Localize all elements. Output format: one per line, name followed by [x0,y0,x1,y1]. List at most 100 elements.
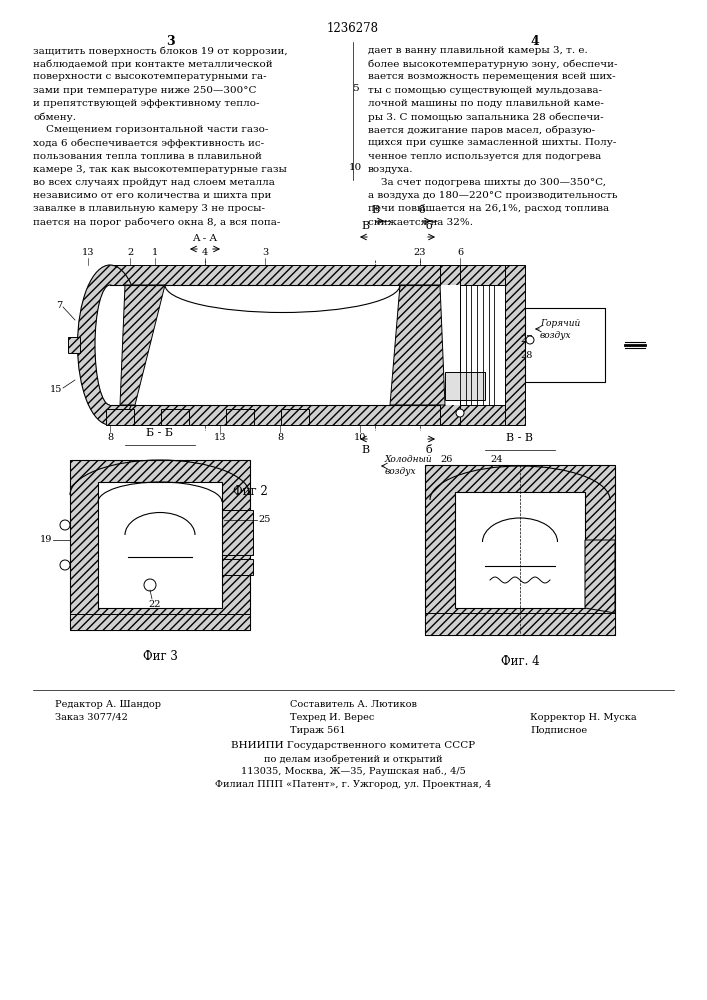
Circle shape [60,520,70,530]
Bar [68,337,80,353]
Bar [525,308,605,382]
Text: вается возможность перемещения всей ших-: вается возможность перемещения всей ших- [368,72,616,81]
Bar [440,405,505,425]
Text: Фиг. 4: Фиг. 4 [501,655,539,668]
Text: Б - Б: Б - Б [146,428,173,438]
Bar [585,308,605,382]
Bar [110,405,460,425]
Text: Горячий: Горячий [540,318,580,328]
Text: ченное тепло используется для подогрева: ченное тепло используется для подогрева [368,152,601,161]
Text: Заказ 3077/42: Заказ 3077/42 [55,713,128,722]
Text: 25: 25 [258,516,270,524]
Bar [440,265,460,425]
Text: пользования тепла топлива в плавильной: пользования тепла топлива в плавильной [33,152,262,161]
Text: 6: 6 [457,248,463,257]
Text: более высокотемпературную зону, обеспечи-: более высокотемпературную зону, обеспечи… [368,59,617,69]
Text: снижается на 32%.: снижается на 32%. [368,218,473,227]
Text: и препятствующей эффективному тепло-: и препятствующей эффективному тепло- [33,99,259,108]
Text: по делам изобретений и открытий: по делам изобретений и открытий [264,754,443,764]
Bar [425,613,615,635]
Polygon shape [390,285,445,405]
Ellipse shape [78,265,143,425]
Text: 10: 10 [354,433,366,442]
Bar [440,265,505,285]
Text: 3: 3 [165,35,175,48]
Bar [98,482,222,608]
Bar [106,409,134,425]
Text: 8: 8 [107,433,113,442]
Text: пается на порог рабочего окна 8, а вся попа-: пается на порог рабочего окна 8, а вся п… [33,218,281,227]
Text: б: б [425,221,432,231]
Text: 28: 28 [520,351,532,360]
Text: Филиал ППП «Патент», г. Ужгород, ул. Проектная, 4: Филиал ППП «Патент», г. Ужгород, ул. Про… [215,780,491,789]
Text: 2: 2 [127,248,133,257]
Circle shape [60,560,70,570]
Text: печи повышается на 26,1%, расход топлива: печи повышается на 26,1%, расход топлива [368,204,609,213]
Circle shape [526,336,534,344]
Bar [226,409,254,425]
Text: наблюдаемой при контакте металлической: наблюдаемой при контакте металлической [33,59,273,69]
Bar [70,614,250,630]
Text: 15: 15 [49,385,62,394]
Text: В: В [371,205,379,215]
Text: поверхности с высокотемпературными га-: поверхности с высокотемпературными га- [33,72,267,81]
Text: лочной машины по поду плавильной каме-: лочной машины по поду плавильной каме- [368,99,604,108]
Text: ры 3. С помощью запальника 28 обеспечи-: ры 3. С помощью запальника 28 обеспечи- [368,112,604,121]
Text: 23: 23 [414,248,426,257]
Text: б: б [425,445,432,455]
Text: 8: 8 [277,433,283,442]
Circle shape [456,409,464,417]
Text: 24: 24 [490,456,503,464]
Text: 1236278: 1236278 [327,22,379,35]
Polygon shape [120,285,165,405]
Text: 13: 13 [82,248,94,257]
Bar [222,510,253,555]
Text: ВНИИПИ Государственного комитета СССР: ВНИИПИ Государственного комитета СССР [231,741,475,750]
Text: Фиг 3: Фиг 3 [143,650,177,663]
Text: Тираж 561: Тираж 561 [290,726,346,735]
Text: б: б [419,205,426,215]
Ellipse shape [95,285,125,405]
Text: 19: 19 [40,536,52,544]
Text: воздух: воздух [385,468,416,477]
Text: обмену.: обмену. [33,112,76,121]
Text: 26: 26 [440,456,452,464]
Text: а воздуха до 180—220°C производительность: а воздуха до 180—220°C производительност… [368,191,617,200]
Bar [525,308,605,328]
Bar [425,465,615,635]
Bar [505,265,525,425]
Text: камере 3, так как высокотемпературные газы: камере 3, так как высокотемпературные га… [33,165,287,174]
Text: дает в ванну плавильной камеры 3, т. е.: дает в ванну плавильной камеры 3, т. е. [368,46,588,55]
Text: воздух: воздух [540,330,572,340]
Bar [222,559,253,575]
Circle shape [144,579,156,591]
Text: A - A: A - A [192,234,218,243]
Text: во всех случаях пройдут над слоем металла: во всех случаях пройдут над слоем металл… [33,178,275,187]
Text: 3: 3 [262,248,268,257]
Bar [110,285,470,405]
Text: завалке в плавильную камеру 3 не просы-: завалке в плавильную камеру 3 не просы- [33,204,265,213]
Text: Подписное: Подписное [530,726,587,735]
Text: 13: 13 [214,433,226,442]
Text: Смещением горизонтальной части газо-: Смещением горизонтальной части газо- [33,125,269,134]
Text: Редактор А. Шандор: Редактор А. Шандор [55,700,161,709]
Text: 7: 7 [56,300,62,310]
Text: вается дожигание паров масел, образую-: вается дожигание паров масел, образую- [368,125,595,135]
Text: хода 6 обеспечивается эффективность ис-: хода 6 обеспечивается эффективность ис- [33,138,264,148]
Text: защитить поверхность блоков 19 от коррозии,: защитить поверхность блоков 19 от корроз… [33,46,288,55]
Bar [460,285,505,405]
Bar [161,409,189,425]
Text: В: В [362,445,370,455]
Text: Корректор Н. Муска: Корректор Н. Муска [530,713,636,722]
Text: 10: 10 [349,163,361,172]
Bar [281,409,309,425]
Text: 22: 22 [148,600,161,609]
Text: В: В [362,221,370,231]
Bar [70,460,250,630]
Text: Холодный: Холодный [385,456,433,464]
Text: Составитель А. Лютиков: Составитель А. Лютиков [290,700,417,709]
Polygon shape [585,540,615,613]
Text: Техред И. Верес: Техред И. Верес [290,713,375,722]
Bar [110,265,460,285]
Bar [525,308,545,382]
